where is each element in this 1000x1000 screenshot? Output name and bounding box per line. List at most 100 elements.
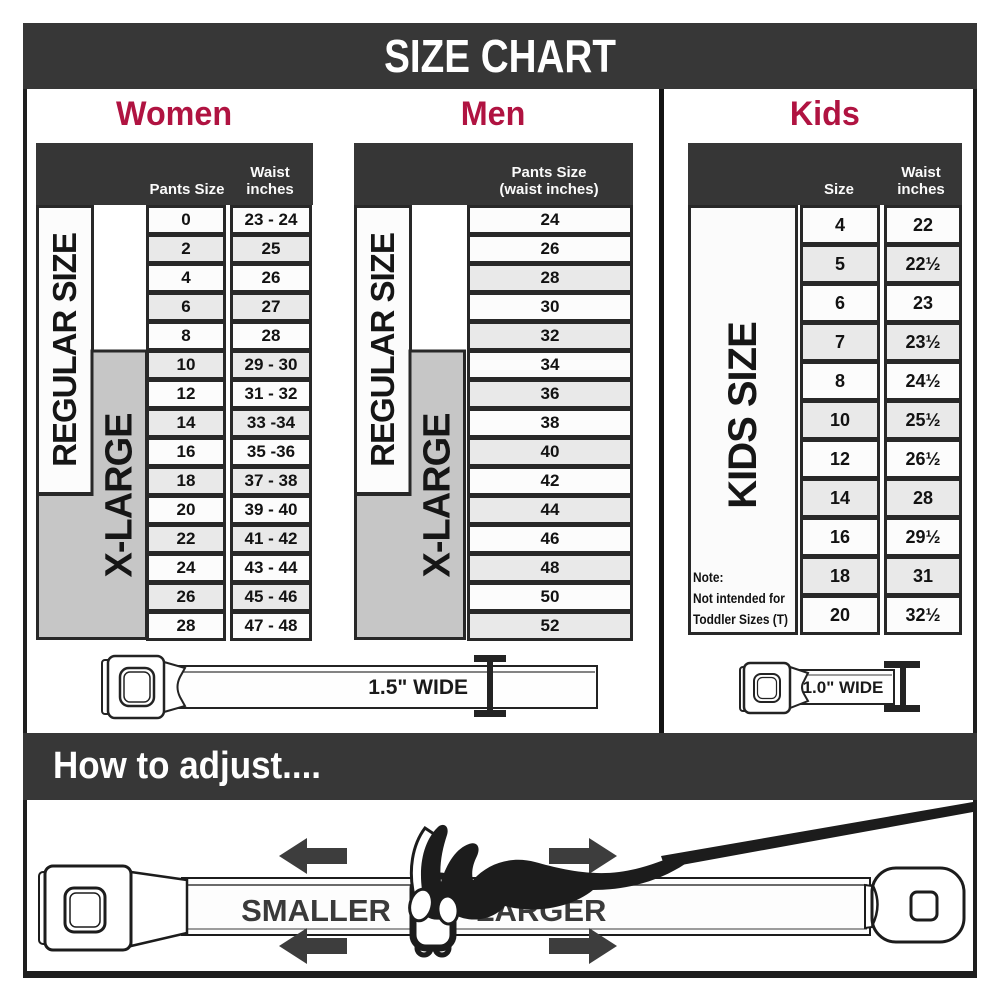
table-row: 42 bbox=[467, 466, 633, 496]
pants-size-cell: 50 bbox=[467, 582, 633, 612]
pants-size-cell: 26 bbox=[467, 234, 633, 264]
table-row: 36 bbox=[467, 379, 633, 409]
kids-size-table: 4 22 5 22½ 6 23 7 23½ 8 24½ 10 25½ 12 26½ 14 28 … bbox=[800, 205, 962, 635]
pants-size-cell: 2 bbox=[146, 234, 226, 264]
table-row: 16 29½ bbox=[800, 517, 962, 557]
waist-cell: 23 - 24 bbox=[230, 205, 312, 235]
waist-cell: 22½ bbox=[884, 244, 962, 284]
waist-cell: 28 bbox=[230, 321, 312, 351]
men-size-range-shapes bbox=[354, 205, 466, 640]
pants-size-cell: 14 bbox=[146, 408, 226, 438]
table-row: 5 22½ bbox=[800, 244, 962, 284]
table-row: 40 bbox=[467, 437, 633, 467]
size-cell: 20 bbox=[800, 595, 880, 635]
pants-size-cell: 8 bbox=[146, 321, 226, 351]
pants-size-cell: 28 bbox=[146, 611, 226, 641]
men-size-table: 24 26 28 30 32 34 36 38 40 42 44 46 48 5… bbox=[467, 205, 633, 641]
waist-cell: 29½ bbox=[884, 517, 962, 557]
arrow-left-icon bbox=[279, 928, 347, 964]
kids-size-label: KIDS SIZE bbox=[720, 321, 765, 509]
waist-cell: 27 bbox=[230, 292, 312, 322]
table-row: 34 bbox=[467, 350, 633, 380]
pulled-strap bbox=[661, 802, 973, 868]
page-title: SIZE CHART bbox=[384, 30, 616, 82]
waist-cell: 45 - 46 bbox=[230, 582, 312, 612]
waist-cell: 31 bbox=[884, 556, 962, 596]
women-regular-box bbox=[36, 205, 94, 495]
waist-cell: 26½ bbox=[884, 439, 962, 479]
table-row: 30 bbox=[467, 292, 633, 322]
waist-cell: 39 - 40 bbox=[230, 495, 312, 525]
pants-size-cell: 10 bbox=[146, 350, 226, 380]
pants-size-cell: 34 bbox=[467, 350, 633, 380]
pants-size-cell: 24 bbox=[467, 205, 633, 235]
table-row: 24 bbox=[467, 205, 633, 235]
pants-size-cell: 6 bbox=[146, 292, 226, 322]
table-row: 28 bbox=[467, 263, 633, 293]
men-heading: Men bbox=[460, 95, 526, 133]
pants-size-cell: 52 bbox=[467, 611, 633, 641]
size-chart-title-bar: SIZE CHART bbox=[23, 23, 977, 89]
table-row: 10 25½ bbox=[800, 400, 962, 440]
table-row: 44 bbox=[467, 495, 633, 525]
pants-size-cell: 46 bbox=[467, 524, 633, 554]
women-col-waist: Waist inches bbox=[246, 164, 294, 198]
men-table-header: Pants Size (waist inches) bbox=[354, 143, 633, 205]
table-row: 14 28 bbox=[800, 478, 962, 518]
table-row: 7 23½ bbox=[800, 322, 962, 362]
size-cell: 7 bbox=[800, 322, 880, 362]
waist-cell: 25½ bbox=[884, 400, 962, 440]
waist-cell: 35 -36 bbox=[230, 437, 312, 467]
table-row: 0 23 - 24 bbox=[146, 205, 312, 235]
arrow-right-icon bbox=[549, 838, 617, 874]
waist-cell: 33 -34 bbox=[230, 408, 312, 438]
i-beam-measure-icon bbox=[884, 661, 920, 712]
pants-size-cell: 30 bbox=[467, 292, 633, 322]
kids-note: Note: Not intended for Toddler Sizes (T) bbox=[693, 569, 788, 627]
pants-size-cell: 26 bbox=[146, 582, 226, 612]
waist-cell: 31 - 32 bbox=[230, 379, 312, 409]
how-to-adjust-bar: How to adjust.... bbox=[23, 733, 977, 800]
arrow-right-icon bbox=[549, 928, 617, 964]
pants-size-cell: 22 bbox=[146, 524, 226, 554]
belt-illustration-wide: 1.5" WIDE bbox=[101, 654, 598, 720]
waist-cell: 41 - 42 bbox=[230, 524, 312, 554]
waist-cell: 29 - 30 bbox=[230, 350, 312, 380]
women-xlarge-label: X-LARGE bbox=[98, 413, 140, 577]
women-size-range-shapes bbox=[36, 205, 148, 640]
table-row: 4 26 bbox=[146, 263, 312, 293]
pants-size-cell: 28 bbox=[467, 263, 633, 293]
table-row: 26 bbox=[467, 234, 633, 264]
hand-adjust-icon bbox=[408, 824, 685, 926]
belt-strap bbox=[171, 665, 598, 709]
size-cell: 12 bbox=[800, 439, 880, 479]
arrow-left-icon bbox=[279, 838, 347, 874]
table-row: 6 23 bbox=[800, 283, 962, 323]
table-row: 18 31 bbox=[800, 556, 962, 596]
table-row: 2 25 bbox=[146, 234, 312, 264]
table-row: 16 35 -36 bbox=[146, 437, 312, 467]
waist-cell: 23½ bbox=[884, 322, 962, 362]
kids-table-header: Size Waist inches bbox=[688, 143, 962, 205]
belt-strap bbox=[795, 669, 895, 705]
table-row: 10 29 - 30 bbox=[146, 350, 312, 380]
women-col-pants-size: Pants Size bbox=[149, 181, 225, 198]
table-row: 48 bbox=[467, 553, 633, 583]
size-cell: 5 bbox=[800, 244, 880, 284]
size-cell: 8 bbox=[800, 361, 880, 401]
waist-cell: 24½ bbox=[884, 361, 962, 401]
waist-cell: 47 - 48 bbox=[230, 611, 312, 641]
size-tables-section: Women Men Kids Pants Size Waist inches R… bbox=[23, 89, 977, 733]
women-regular-size-label: REGULAR SIZE bbox=[45, 232, 83, 467]
size-cell: 18 bbox=[800, 556, 880, 596]
table-row: 12 31 - 32 bbox=[146, 379, 312, 409]
belt-width-label: 1.0" WIDE bbox=[803, 678, 884, 697]
table-row: 4 22 bbox=[800, 205, 962, 245]
table-row: 32 bbox=[467, 321, 633, 351]
pants-size-cell: 48 bbox=[467, 553, 633, 583]
pants-size-cell: 0 bbox=[146, 205, 226, 235]
table-row: 18 37 - 38 bbox=[146, 466, 312, 496]
size-cell: 16 bbox=[800, 517, 880, 557]
women-size-table: 0 23 - 24 2 25 4 26 6 27 8 28 10 29 - 30 12 31 … bbox=[146, 205, 312, 641]
table-row: 20 32½ bbox=[800, 595, 962, 635]
